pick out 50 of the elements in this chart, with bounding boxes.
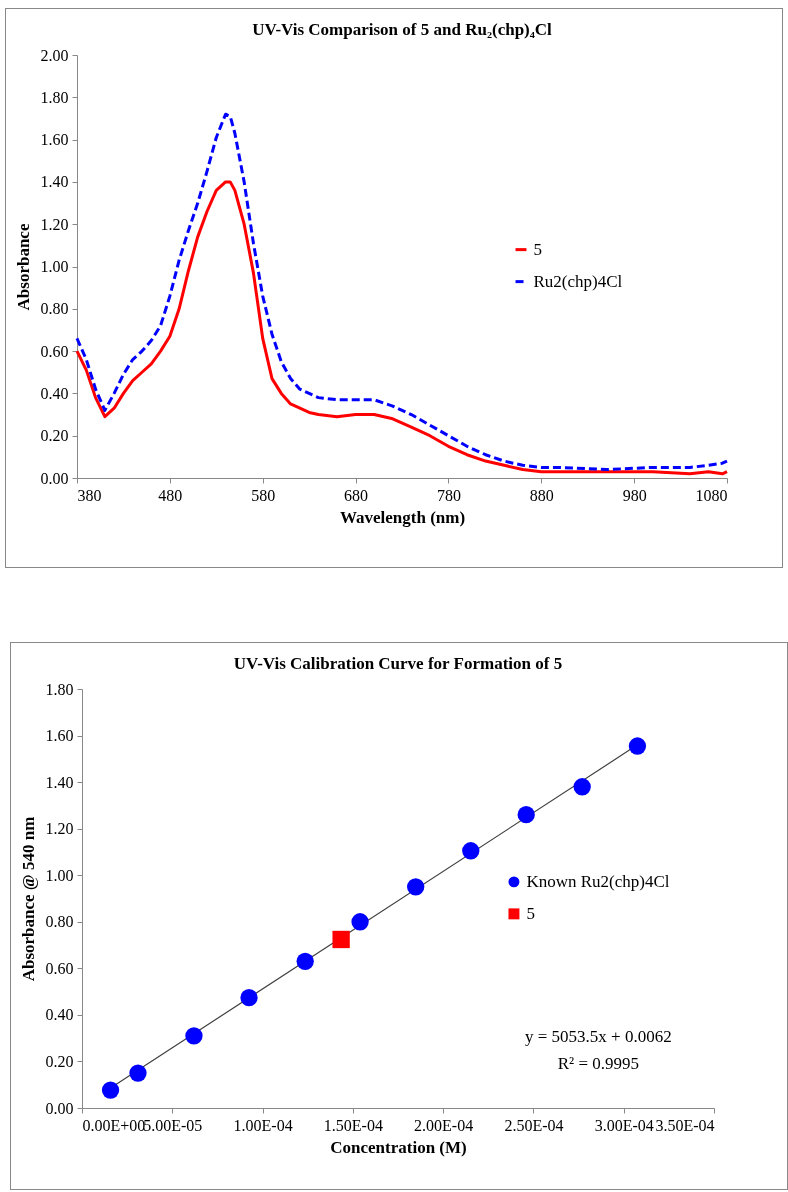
y-tick-label: 1.60 bbox=[45, 727, 74, 745]
x-axis-title: Wavelength (nm) bbox=[339, 507, 466, 527]
y-tick-label: 0.60 bbox=[45, 959, 74, 977]
line-series bbox=[75, 112, 729, 472]
legend-label: Ru2(chp)4Cl bbox=[533, 271, 623, 291]
x-tick-label: 2.00E-04 bbox=[414, 1116, 474, 1134]
y-tick-label: 1.60 bbox=[40, 131, 69, 149]
y-tick-label: 0.40 bbox=[40, 384, 69, 402]
y-axis-title: Absorbance @ 540 nm bbox=[18, 816, 38, 982]
y-tick-label: 0.00 bbox=[40, 469, 69, 487]
annotation: y = 5053.5x + 0.0062 bbox=[525, 1026, 672, 1046]
x-tick-label: 880 bbox=[529, 486, 554, 504]
y-tick-label: 1.00 bbox=[40, 258, 69, 275]
x-tick-label: 480 bbox=[158, 486, 183, 504]
chart-title: UV-Vis Calibration Curve for Formation of 5 bbox=[233, 654, 563, 673]
x-tick-label: 5.00E-05 bbox=[143, 1116, 203, 1134]
legend-label: 5 bbox=[526, 903, 535, 923]
x-tick-label: 1.00E-04 bbox=[233, 1116, 293, 1134]
y-tick-label: 1.80 bbox=[40, 88, 69, 106]
y-tick-label: 0.80 bbox=[45, 913, 74, 931]
y-tick-label: 1.40 bbox=[45, 773, 74, 791]
x-tick-label: 680 bbox=[344, 486, 369, 504]
y-tick-label: 1.20 bbox=[40, 215, 69, 233]
x-tick-label: 3.00E-04 bbox=[594, 1116, 654, 1134]
y-tick-label: 1.00 bbox=[45, 866, 74, 884]
x-tick-label: 980 bbox=[622, 486, 647, 504]
y-axis-title: Absorbance bbox=[13, 223, 33, 311]
x-tick-label: 380 bbox=[77, 486, 102, 504]
x-tick-label: 1.50E-04 bbox=[323, 1116, 383, 1134]
y-tick-label: 1.40 bbox=[40, 173, 69, 191]
chart-title: UV-Vis Comparison of 5 and Ru₂(chp)₄Cl bbox=[252, 20, 553, 39]
y-tick-label: 0.40 bbox=[45, 1006, 74, 1024]
y-tick-label: 0.00 bbox=[45, 1099, 74, 1117]
y-tick-label: 1.80 bbox=[45, 680, 74, 698]
legend-label: Known Ru2(chp)4Cl bbox=[526, 871, 670, 891]
x-tick-label: 580 bbox=[251, 486, 276, 504]
y-tick-label: 1.20 bbox=[45, 820, 74, 838]
x-tick-label: 1080 bbox=[695, 486, 728, 504]
x-tick-label: 0.00E+00 bbox=[82, 1116, 146, 1134]
x-axis-title: Concentration (M) bbox=[330, 1137, 467, 1157]
y-tick-label: 0.20 bbox=[40, 427, 69, 445]
x-tick-label: 3.50E-04 bbox=[655, 1116, 715, 1134]
x-tick-label: 780 bbox=[436, 486, 461, 504]
y-tick-label: 0.20 bbox=[45, 1052, 74, 1070]
legend-label: 5 bbox=[533, 239, 542, 259]
annotation: R² = 0.9995 bbox=[557, 1053, 639, 1073]
y-tick-label: 0.80 bbox=[40, 300, 69, 318]
y-tick-label: 0.60 bbox=[40, 342, 69, 360]
y-tick-label: 2.00 bbox=[40, 46, 69, 64]
x-tick-label: 2.50E-04 bbox=[504, 1116, 564, 1134]
